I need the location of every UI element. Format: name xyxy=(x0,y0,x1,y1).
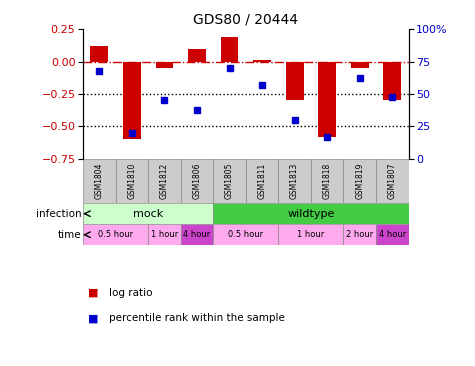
Bar xyxy=(311,159,343,203)
Text: GSM1813: GSM1813 xyxy=(290,163,299,199)
Text: 4 hour: 4 hour xyxy=(379,230,406,239)
Text: GSM1812: GSM1812 xyxy=(160,163,169,199)
Bar xyxy=(181,159,213,203)
Text: GSM1818: GSM1818 xyxy=(323,163,332,199)
Text: 1 hour: 1 hour xyxy=(297,230,324,239)
Text: GSM1811: GSM1811 xyxy=(257,163,266,199)
Bar xyxy=(253,60,271,61)
Text: wildtype: wildtype xyxy=(287,209,334,219)
Text: mock: mock xyxy=(133,209,163,219)
Text: GSM1804: GSM1804 xyxy=(95,163,104,199)
Bar xyxy=(90,46,108,61)
Bar xyxy=(278,159,311,203)
Text: 0.5 hour: 0.5 hour xyxy=(228,230,263,239)
Text: GSM1805: GSM1805 xyxy=(225,163,234,199)
Text: GSM1819: GSM1819 xyxy=(355,163,364,199)
Bar xyxy=(213,159,246,203)
Text: percentile rank within the sample: percentile rank within the sample xyxy=(109,313,285,324)
Bar xyxy=(246,159,278,203)
Bar xyxy=(285,61,304,100)
Text: 1 hour: 1 hour xyxy=(151,230,178,239)
Title: GDS80 / 20444: GDS80 / 20444 xyxy=(193,13,298,27)
Bar xyxy=(188,49,206,61)
Bar xyxy=(116,159,148,203)
Bar xyxy=(376,159,408,203)
Bar xyxy=(383,61,401,100)
Bar xyxy=(376,224,408,245)
Text: ■: ■ xyxy=(88,313,98,324)
Bar xyxy=(220,37,238,61)
Bar xyxy=(83,224,148,245)
Text: 2 hour: 2 hour xyxy=(346,230,373,239)
Text: 4 hour: 4 hour xyxy=(183,230,210,239)
Bar xyxy=(213,224,278,245)
Text: log ratio: log ratio xyxy=(109,288,153,298)
Bar xyxy=(351,61,369,68)
Text: 0.5 hour: 0.5 hour xyxy=(98,230,133,239)
Bar xyxy=(83,203,213,224)
Bar xyxy=(213,203,408,224)
Bar xyxy=(181,224,213,245)
Bar xyxy=(318,61,336,137)
Bar xyxy=(343,224,376,245)
Text: infection: infection xyxy=(36,209,82,219)
Bar xyxy=(123,61,141,139)
Bar xyxy=(278,224,343,245)
Text: GSM1806: GSM1806 xyxy=(192,163,201,199)
Bar xyxy=(148,224,180,245)
Bar xyxy=(155,61,173,68)
Text: time: time xyxy=(58,230,82,240)
Text: GSM1810: GSM1810 xyxy=(127,163,136,199)
Bar xyxy=(343,159,376,203)
Bar xyxy=(83,159,116,203)
Text: ■: ■ xyxy=(88,288,98,298)
Bar xyxy=(148,159,180,203)
Text: GSM1807: GSM1807 xyxy=(388,163,397,199)
